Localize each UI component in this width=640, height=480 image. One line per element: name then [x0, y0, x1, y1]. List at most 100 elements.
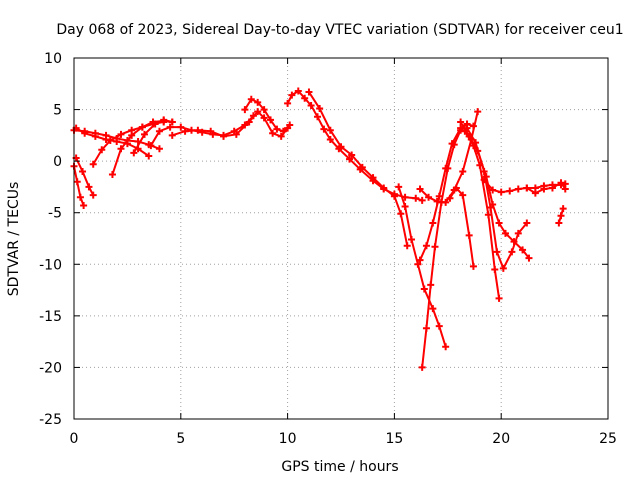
data-point	[429, 305, 437, 313]
data-point	[269, 129, 277, 137]
y-tick-label: -10	[39, 257, 62, 273]
data-point	[487, 204, 495, 212]
data-point	[140, 130, 148, 138]
data-point	[442, 343, 450, 351]
data-point	[420, 285, 428, 293]
data-point	[418, 363, 426, 371]
data-point	[89, 160, 97, 168]
data-point	[501, 229, 509, 237]
data-point	[397, 210, 405, 218]
data-point	[232, 130, 240, 138]
y-axis-label: SDTVAR / TECUs	[6, 182, 22, 297]
data-point	[98, 146, 106, 154]
data-point	[548, 184, 556, 192]
data-point	[469, 142, 477, 150]
data-point	[326, 135, 334, 143]
data-point	[444, 164, 452, 172]
data-point	[288, 91, 296, 99]
data-point	[194, 126, 202, 134]
data-point	[525, 254, 533, 262]
data-point	[559, 205, 567, 213]
data-point	[412, 194, 420, 202]
data-point	[489, 186, 497, 194]
data-point	[416, 185, 424, 193]
data-point	[294, 87, 302, 95]
x-tick-label: 15	[385, 431, 403, 447]
data-point	[138, 123, 146, 131]
data-point	[450, 141, 458, 149]
data-point	[561, 185, 569, 193]
data-point	[469, 122, 477, 130]
data-point	[166, 123, 174, 131]
series-line-arc-15	[419, 122, 474, 261]
data-point	[495, 294, 503, 302]
data-point	[117, 145, 125, 153]
data-point	[414, 260, 422, 268]
data-point	[151, 120, 159, 128]
series-line-arc-14	[397, 186, 447, 348]
x-tick-label: 25	[599, 431, 617, 447]
data-point	[508, 248, 516, 256]
data-point	[81, 127, 89, 135]
data-point	[80, 201, 88, 209]
data-point	[286, 121, 294, 129]
data-point	[469, 262, 477, 270]
data-point	[531, 189, 539, 197]
data-point	[476, 161, 484, 169]
data-point	[431, 243, 439, 251]
data-point	[380, 184, 388, 192]
data-point	[422, 242, 430, 250]
series-line-arc-11	[286, 89, 423, 202]
data-point	[76, 193, 84, 201]
data-point	[348, 151, 356, 159]
data-point	[465, 231, 473, 239]
data-point	[181, 127, 189, 135]
data-point	[514, 229, 522, 237]
data-point	[117, 130, 125, 138]
x-tick-label: 0	[70, 431, 79, 447]
data-point	[422, 324, 430, 332]
data-point	[314, 113, 322, 121]
plot-frame	[73, 57, 609, 420]
data-point	[425, 193, 433, 201]
data-point	[245, 118, 253, 126]
data-point	[168, 131, 176, 139]
series-line-arc-20	[464, 130, 501, 299]
series-line-arc-1	[73, 166, 85, 206]
data-point	[493, 248, 501, 256]
data-point	[155, 127, 163, 135]
data-point	[254, 108, 262, 116]
data-point	[459, 191, 467, 199]
data-point	[254, 98, 262, 106]
data-point	[557, 179, 565, 187]
data-point	[128, 131, 136, 139]
data-point	[457, 118, 465, 126]
data-point	[73, 178, 81, 186]
data-point	[495, 219, 503, 227]
data-point	[106, 137, 114, 145]
data-point	[284, 99, 292, 107]
data-point	[85, 183, 93, 191]
data-point	[499, 264, 507, 272]
data-point	[484, 211, 492, 219]
data-point	[260, 114, 268, 122]
data-point	[474, 108, 482, 116]
y-tick-label: -15	[39, 309, 62, 325]
data-point	[316, 105, 324, 113]
data-point	[435, 322, 443, 330]
data-point	[307, 101, 315, 109]
data-point	[459, 167, 467, 175]
data-point	[446, 194, 454, 202]
data-point	[108, 171, 116, 179]
data-point	[130, 149, 138, 157]
data-point	[273, 125, 281, 133]
data-point	[457, 126, 465, 134]
data-point	[427, 281, 435, 289]
grid	[74, 58, 608, 419]
data-point	[429, 219, 437, 227]
data-point	[160, 116, 168, 124]
data-point	[320, 125, 328, 133]
y-tick-label: 10	[44, 51, 62, 67]
data-point	[155, 145, 163, 153]
